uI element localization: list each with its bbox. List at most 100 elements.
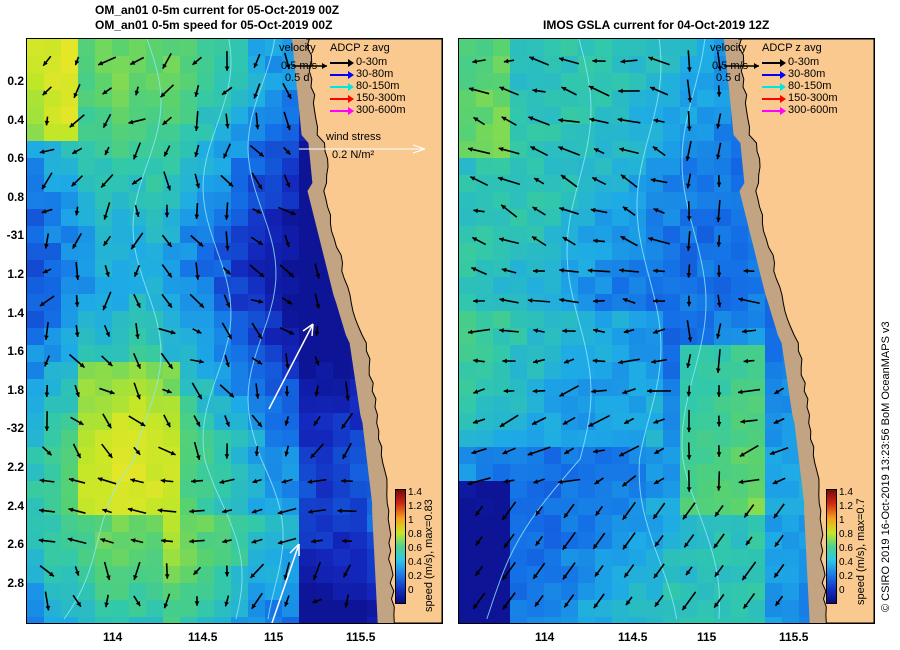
adcp-legend-label: 30-80m xyxy=(356,68,394,80)
speed-cell xyxy=(510,515,527,532)
left-map-panel[interactable] xyxy=(26,38,443,624)
speed-cell xyxy=(476,464,493,481)
speed-cell xyxy=(27,345,44,362)
speed-cell xyxy=(476,345,493,362)
adcp-legend-arrowhead xyxy=(780,59,786,67)
speed-cell xyxy=(163,311,180,328)
speed-cell xyxy=(561,345,578,362)
speed-cell xyxy=(697,345,714,362)
speed-cell xyxy=(510,379,527,396)
arrow-head xyxy=(622,481,628,487)
speed-cell xyxy=(459,73,476,90)
speed-cell xyxy=(595,396,612,413)
speed-cell xyxy=(282,158,299,175)
speed-cell xyxy=(78,498,95,515)
right-map-panel[interactable] xyxy=(458,38,875,624)
speed-cell xyxy=(510,430,527,447)
speed-cell xyxy=(231,73,248,90)
speed-cell xyxy=(697,549,714,566)
speed-cell xyxy=(697,379,714,396)
arrow-head xyxy=(743,603,748,609)
colorbar-tick-right: 0.8 xyxy=(839,529,853,540)
arrow-head xyxy=(501,267,507,273)
speed-cell xyxy=(527,90,544,107)
speed-cell xyxy=(493,277,510,294)
speed-cell xyxy=(680,311,697,328)
speed-cell xyxy=(646,192,663,209)
arrow-head xyxy=(74,332,80,337)
speed-cell xyxy=(316,362,333,379)
speed-cell xyxy=(163,481,180,498)
speed-cell xyxy=(714,430,731,447)
colorbar-tick-left: 1 xyxy=(408,515,414,526)
arrow-head xyxy=(623,328,629,334)
speed-cell xyxy=(265,430,282,447)
speed-cell xyxy=(78,56,95,73)
adcp-legend-arrow xyxy=(330,74,350,76)
speed-cell xyxy=(180,243,197,260)
speed-cell xyxy=(612,413,629,430)
speed-cell xyxy=(476,362,493,379)
speed-cell xyxy=(748,566,765,583)
arrow-head xyxy=(716,392,722,397)
speed-cell xyxy=(663,413,680,430)
speed-cell xyxy=(316,549,333,566)
speed-cell xyxy=(146,583,163,600)
speed-cell xyxy=(265,90,282,107)
speed-cell xyxy=(493,498,510,515)
speed-cell xyxy=(595,277,612,294)
right-colorbar-title: speed (m/s), max=0.7 xyxy=(855,498,867,605)
speed-cell xyxy=(595,464,612,481)
speed-cell xyxy=(299,243,316,260)
adcp-legend-arrowhead xyxy=(348,95,354,103)
arrow-head xyxy=(412,144,426,154)
speed-cell xyxy=(180,209,197,226)
arrow-head xyxy=(164,151,169,157)
speed-cell xyxy=(544,124,561,141)
speed-cell xyxy=(95,73,112,90)
speed-cell xyxy=(180,311,197,328)
speed-cell xyxy=(78,549,95,566)
speed-cell xyxy=(748,515,765,532)
speed-cell xyxy=(265,124,282,141)
speed-cell xyxy=(544,158,561,175)
speed-cell xyxy=(78,73,95,90)
arrow-head xyxy=(195,421,200,427)
speed-cell xyxy=(782,515,799,532)
speed-cell xyxy=(527,583,544,600)
arrow-head xyxy=(531,236,537,241)
speed-cell xyxy=(714,260,731,277)
speed-cell xyxy=(180,124,197,141)
speed-cell xyxy=(714,549,731,566)
speed-cell xyxy=(231,90,248,107)
speed-cell xyxy=(578,192,595,209)
arrow-head xyxy=(740,419,746,424)
y-tick-label: 2.4 xyxy=(7,498,24,513)
speed-cell xyxy=(265,73,282,90)
speed-cell xyxy=(214,396,231,413)
speed-cell xyxy=(595,600,612,617)
speed-cell xyxy=(510,90,527,107)
speed-cell xyxy=(663,379,680,396)
speed-cell xyxy=(561,294,578,311)
speed-cell xyxy=(731,294,748,311)
speed-cell xyxy=(129,481,146,498)
speed-cell xyxy=(112,532,129,549)
speed-cell xyxy=(27,328,44,345)
speed-cell xyxy=(44,90,61,107)
speed-cell xyxy=(459,413,476,430)
speed-cell xyxy=(146,532,163,549)
speed-field xyxy=(27,39,384,623)
arrow-head xyxy=(587,268,593,273)
arrow-head xyxy=(742,328,747,334)
speed-cell xyxy=(561,430,578,447)
speed-cell xyxy=(578,379,595,396)
speed-cell xyxy=(731,464,748,481)
arrow-head xyxy=(716,242,722,247)
speed-cell xyxy=(578,260,595,277)
speed-cell xyxy=(180,396,197,413)
colorbar-tick-left: 1.2 xyxy=(408,501,422,512)
speed-cell xyxy=(612,158,629,175)
speed-cell xyxy=(95,260,112,277)
arrow-head xyxy=(286,93,292,99)
